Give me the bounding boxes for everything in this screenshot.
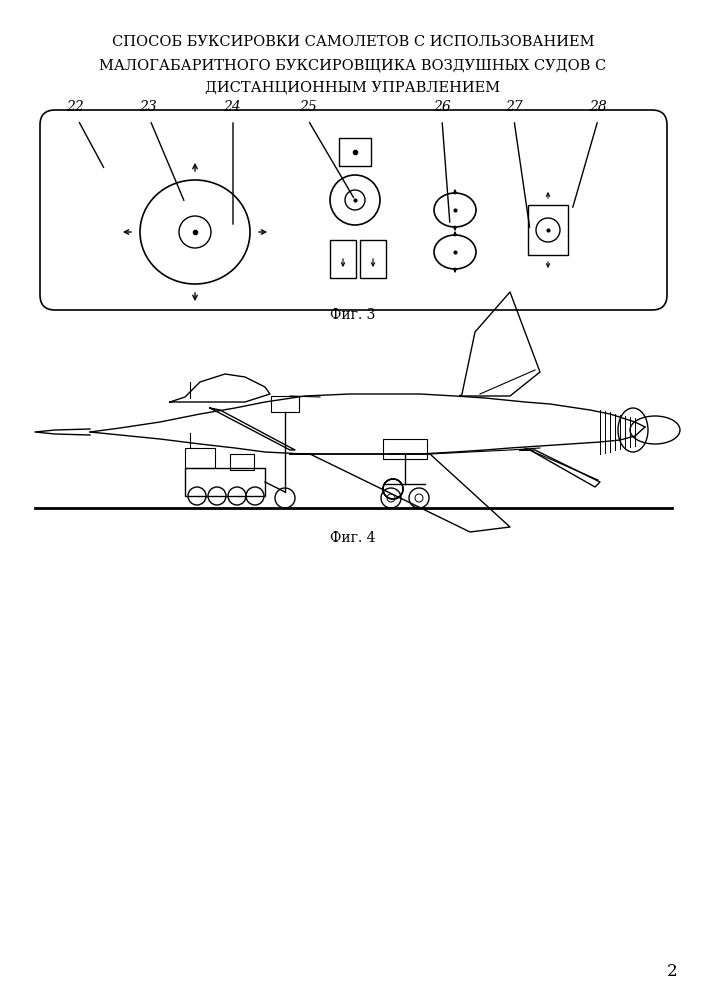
- Text: 28: 28: [589, 100, 607, 114]
- Text: СПОСОБ БУКСИРОВКИ САМОЛЕТОВ С ИСПОЛЬЗОВАНИЕМ: СПОСОБ БУКСИРОВКИ САМОЛЕТОВ С ИСПОЛЬЗОВА…: [112, 35, 595, 49]
- FancyBboxPatch shape: [40, 110, 667, 310]
- Bar: [185, 448, 215, 468]
- Text: Фиг. 3: Фиг. 3: [330, 308, 375, 322]
- Text: 22: 22: [66, 100, 84, 114]
- Bar: [383, 439, 427, 459]
- Bar: [360, 240, 386, 278]
- Text: 2: 2: [667, 964, 677, 980]
- Text: 24: 24: [223, 100, 241, 114]
- Text: ДИСТАНЦИОННЫМ УПРАВЛЕНИЕМ: ДИСТАНЦИОННЫМ УПРАВЛЕНИЕМ: [206, 81, 501, 95]
- Text: 26: 26: [433, 100, 451, 114]
- Bar: [230, 454, 254, 470]
- Bar: [330, 240, 356, 278]
- Text: 27: 27: [505, 100, 523, 114]
- Bar: [271, 396, 299, 412]
- Bar: [339, 138, 371, 166]
- Text: 23: 23: [139, 100, 157, 114]
- Text: 25: 25: [299, 100, 317, 114]
- Bar: [185, 468, 265, 496]
- Text: МАЛОГАБАРИТНОГО БУКСИРОВЩИКА ВОЗДУШНЫХ СУДОВ С: МАЛОГАБАРИТНОГО БУКСИРОВЩИКА ВОЗДУШНЫХ С…: [100, 58, 607, 72]
- Bar: [528, 205, 568, 255]
- Text: Фиг. 4: Фиг. 4: [330, 531, 375, 545]
